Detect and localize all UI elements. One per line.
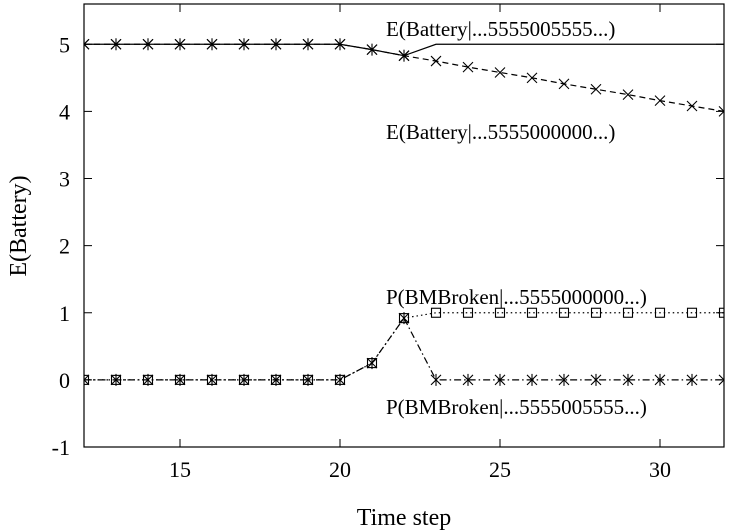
data-point-marker	[238, 373, 250, 386]
series-label-e-battery-5555000000: E(Battery|...5555000000...)	[386, 120, 615, 144]
series-label-p-bmbroken-5555005555: P(BMBroken|...5555005555...)	[386, 395, 647, 419]
plot-frame	[83, 3, 725, 448]
data-point-marker	[526, 373, 538, 386]
data-point-marker	[718, 106, 724, 117]
data-point-marker	[686, 373, 698, 386]
data-point-marker	[302, 38, 314, 50]
series-4	[84, 312, 724, 386]
series-label-e-battery-5555005555: E(Battery|...5555005555...)	[386, 17, 615, 41]
data-point-marker	[430, 55, 442, 67]
data-point-marker	[558, 307, 570, 318]
data-point-marker	[462, 307, 474, 318]
data-point-marker	[622, 89, 634, 101]
series-label-p-bmbroken-5555000000: P(BMBroken|...5555000000...)	[386, 285, 647, 309]
data-point-marker	[590, 307, 602, 318]
data-point-marker	[526, 72, 538, 84]
data-point-marker	[206, 38, 218, 50]
data-point-marker	[334, 373, 346, 386]
y-tick-label: 4	[59, 99, 70, 124]
data-point-marker	[462, 61, 474, 73]
data-point-marker	[622, 307, 634, 318]
data-point-marker	[654, 307, 666, 318]
data-point-marker	[718, 307, 724, 318]
data-point-marker	[174, 373, 186, 386]
data-point-marker	[718, 373, 724, 386]
data-point-marker	[238, 38, 250, 50]
data-point-marker	[430, 307, 442, 318]
x-axis-label: Time step	[357, 505, 451, 531]
data-point-marker	[558, 78, 570, 90]
x-tick-label: 25	[489, 457, 511, 482]
data-point-marker	[590, 373, 602, 386]
data-point-marker	[686, 307, 698, 318]
data-point-marker	[84, 373, 90, 386]
y-tick-label: -1	[52, 435, 70, 460]
data-point-marker	[686, 100, 698, 112]
data-point-marker	[270, 373, 282, 386]
series-2	[84, 38, 724, 117]
data-point-marker	[302, 373, 314, 386]
data-point-marker	[398, 312, 410, 325]
data-point-marker	[366, 357, 378, 370]
data-point-marker	[398, 50, 410, 62]
labels: Time step E(Battery) E(Battery|...555500…	[6, 17, 647, 531]
data-point-marker	[654, 95, 666, 107]
data-point-marker	[654, 373, 666, 386]
x-tick-label: 15	[169, 457, 191, 482]
data-point-marker	[590, 83, 602, 95]
data-point-marker	[558, 373, 570, 386]
data-point-marker	[174, 38, 186, 50]
data-point-marker	[526, 307, 538, 318]
data-point-marker	[142, 38, 154, 50]
y-tick-label: 5	[59, 32, 70, 57]
data-point-marker	[622, 373, 634, 386]
data-point-marker	[110, 38, 122, 50]
y-tick-label: 1	[59, 301, 70, 326]
data-point-marker	[494, 307, 506, 318]
y-tick-label: 0	[59, 368, 70, 393]
x-tick-label: 30	[649, 457, 671, 482]
data-point-marker	[206, 373, 218, 386]
data-point-marker	[366, 44, 378, 56]
data-point-marker	[494, 373, 506, 386]
series-line	[84, 316, 724, 381]
y-tick-label: 2	[59, 234, 70, 259]
y-tick-label: 3	[59, 167, 70, 192]
data-point-marker	[142, 373, 154, 386]
data-point-marker	[462, 373, 474, 386]
series-layer	[84, 38, 724, 386]
ticks: 15 20 25 30 -1 0 1 2 3 4 5	[52, 4, 724, 482]
data-point-marker	[84, 38, 90, 50]
data-point-marker	[334, 38, 346, 50]
x-tick-label: 20	[329, 457, 351, 482]
data-point-marker	[494, 67, 506, 78]
data-point-marker	[430, 373, 442, 386]
data-point-marker	[270, 38, 282, 50]
data-point-marker	[110, 373, 122, 386]
y-axis-label: E(Battery)	[6, 175, 32, 276]
